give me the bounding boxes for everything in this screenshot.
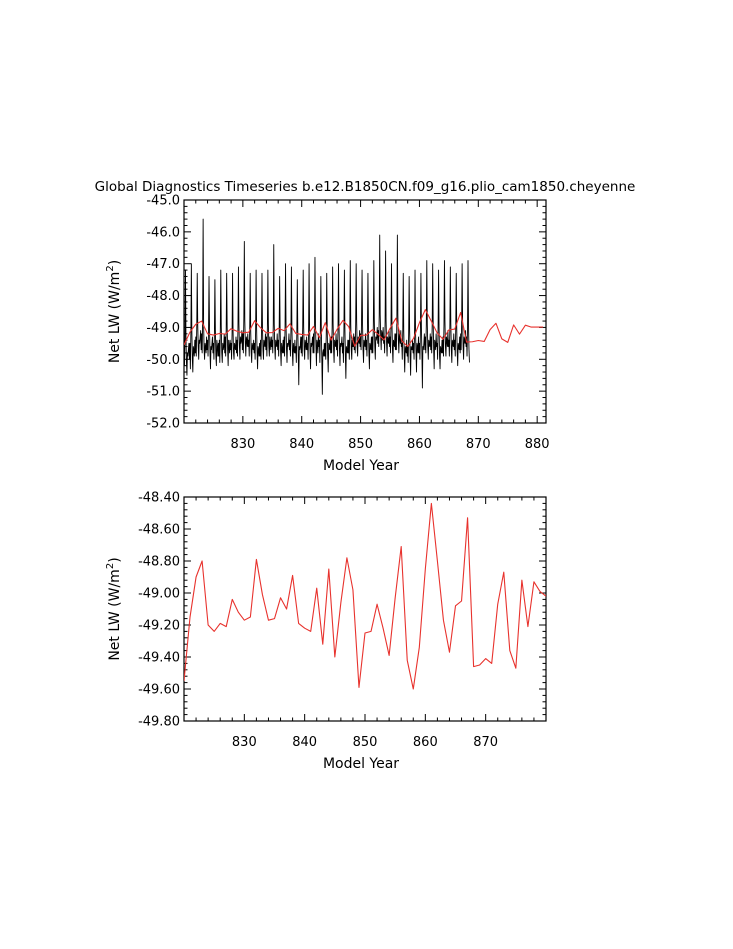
top-y-axis-title-sup: 2 [105, 265, 116, 271]
top-series-monthly-line [184, 218, 470, 395]
top-ytick-label: -48.0 [146, 289, 180, 304]
top-ytick-label: -51.0 [146, 385, 180, 400]
top-plot-frame [183, 199, 547, 424]
bottom-ytick-label: -48.60 [138, 523, 180, 538]
bottom-xtick-label: 850 [353, 735, 378, 750]
top-ytick-label: -47.0 [146, 257, 180, 272]
top-xtick-label: 870 [466, 437, 491, 452]
bottom-plot-frame [183, 496, 547, 722]
bottom-y-axis-title: Net LW (W/m2) [105, 557, 123, 660]
bottom-y-axis-title-main: Net LW (W/m [107, 569, 123, 661]
top-xtick-label: 880 [525, 437, 550, 452]
top-ytick-label: -50.0 [146, 353, 180, 368]
bottom-series-annual-line [184, 502, 546, 690]
bottom-ytick-label: -49.20 [138, 619, 180, 634]
top-xtick-label: 860 [407, 437, 432, 452]
bottom-xtick-label: 870 [473, 735, 498, 750]
bottom-ytick-label: -48.40 [138, 491, 180, 506]
top-ytick-label: -52.0 [146, 417, 180, 432]
top-x-axis-title: Model Year [323, 458, 399, 474]
top-ytick-label: -45.0 [146, 194, 180, 209]
bottom-ytick-label: -49.00 [138, 587, 180, 602]
figure-title: Global Diagnostics Timeseries b.e12.B185… [95, 179, 636, 195]
top-xtick-label: 850 [348, 437, 373, 452]
top-xtick-label: 830 [230, 437, 255, 452]
top-series-annual-line [184, 309, 544, 348]
top-y-axis-title-tail: ) [107, 260, 123, 265]
top-ytick-label: -46.0 [146, 225, 180, 240]
bottom-xtick-label: 830 [232, 735, 257, 750]
bottom-y-axis-title-tail: ) [107, 557, 123, 562]
bottom-annual-plot: -49.80 -49.60 -49.40 -49.20 -49.00 -48.80 -48.… [105, 491, 547, 772]
top-ytick-label: -49.0 [146, 321, 180, 336]
bottom-xtick-label: 840 [292, 735, 317, 750]
bottom-ytick-label: -48.80 [138, 555, 180, 570]
bottom-x-axis-title: Model Year [323, 756, 399, 772]
bottom-ytick-label: -49.40 [138, 651, 180, 666]
bottom-ytick-label: -49.80 [138, 715, 180, 730]
top-y-axis-title: Net LW (W/m2) [105, 260, 123, 363]
bottom-ytick-label: -49.60 [138, 683, 180, 698]
top-timeseries-plot: -52.0 -51.0 -50.0 -49.0 -48.0 -47.0 -46.0 -45.0… [105, 194, 550, 475]
bottom-y-axis-title-sup: 2 [105, 563, 116, 569]
top-xtick-label: 840 [289, 437, 314, 452]
bottom-xtick-label: 860 [413, 735, 438, 750]
top-y-axis-title-main: Net LW (W/m [107, 272, 123, 364]
